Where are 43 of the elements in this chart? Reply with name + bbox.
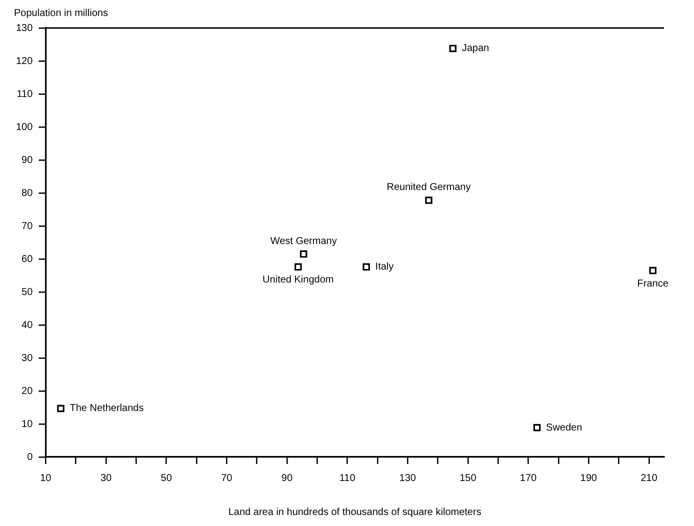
x-axis-title: Land area in hundreds of thousands of square kilometers — [228, 506, 482, 518]
point — [57, 404, 64, 412]
y-tick-label: 50 — [22, 286, 34, 298]
annotation: France — [637, 278, 669, 290]
x-tick-label: 10 — [40, 472, 52, 484]
point — [294, 263, 302, 271]
y-tick-label: 40 — [22, 320, 34, 331]
x-tick-label: 130 — [399, 472, 416, 484]
x-tick-label: 90 — [281, 472, 293, 484]
point — [300, 250, 308, 258]
y-tick-label: 80 — [22, 188, 34, 199]
y-tick-label: 120 — [16, 56, 34, 67]
x-tick-label: 50 — [160, 472, 172, 484]
annotation: United Kingdom — [262, 274, 334, 286]
annotation: Japan — [462, 43, 490, 54]
y-tick-label: 110 — [16, 88, 34, 100]
annotation: Sweden — [546, 422, 582, 434]
y-axis-title: Population in millions — [14, 8, 108, 19]
point — [533, 424, 541, 432]
x-tick-label: 150 — [460, 472, 477, 484]
y-tick-label: 0 — [27, 452, 34, 463]
annotation: The Netherlands — [70, 403, 144, 414]
y-tick-label: 100 — [16, 122, 34, 133]
x-tick-label: 210 — [640, 472, 658, 484]
annotation: West Germany — [270, 236, 337, 247]
point — [362, 263, 370, 271]
y-tick-label: 90 — [22, 154, 34, 166]
x-tick-label: 190 — [580, 472, 598, 484]
y-tick-label: 30 — [22, 352, 34, 364]
point — [425, 196, 432, 204]
x-tick-label: 170 — [520, 472, 538, 484]
annotation: Reunited Germany — [386, 182, 471, 194]
annotation: Italy — [375, 262, 394, 273]
y-tick-label: 10 — [22, 418, 34, 430]
y-tick-label: 130 — [16, 22, 34, 34]
y-tick-label: 20 — [22, 386, 34, 397]
y-tick-label: 60 — [22, 254, 34, 265]
y-tick-label: 70 — [22, 220, 34, 232]
point — [449, 44, 456, 52]
point — [649, 266, 656, 274]
x-tick-label: 70 — [221, 472, 233, 484]
x-tick-label: 110 — [339, 472, 356, 484]
x-tick-label: 30 — [100, 472, 112, 484]
